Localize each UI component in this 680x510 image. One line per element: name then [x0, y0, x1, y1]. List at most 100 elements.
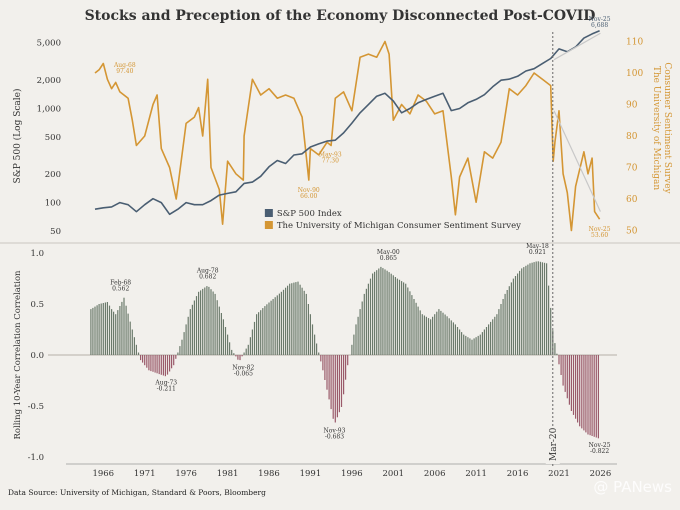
right-axis-tick-label: 60: [626, 195, 638, 205]
correlation-bar: [185, 324, 187, 355]
correlation-bar: [419, 310, 421, 355]
correlation-bar: [521, 268, 523, 355]
left-axis-tick-label: 5,000: [37, 39, 61, 49]
covid-marker-label-bg: [545, 426, 560, 464]
top-annotation-value: 6,688: [591, 22, 608, 29]
correlation-bar: [475, 337, 477, 355]
correlation-bar: [568, 355, 570, 405]
correlation-bar: [595, 355, 597, 438]
correlation-bar: [276, 295, 278, 355]
correlation-bar: [564, 355, 566, 392]
correlation-bar: [278, 293, 280, 355]
top-annotation-value: 66.00: [300, 193, 317, 200]
correlation-bar: [537, 261, 539, 355]
bottom-annotation-value: 0.921: [529, 249, 546, 256]
correlation-bar: [367, 283, 369, 355]
correlation-bar: [90, 309, 92, 355]
correlation-bar: [496, 314, 498, 355]
correlation-bar: [171, 355, 173, 369]
correlation-bar: [117, 310, 119, 355]
correlation-bar: [96, 305, 98, 355]
correlation-bar: [463, 334, 465, 355]
correlation-bar: [245, 348, 247, 355]
correlation-bar: [392, 275, 394, 355]
correlation-bar: [158, 355, 160, 375]
correlation-bar: [423, 315, 425, 355]
correlation-bar: [179, 346, 181, 355]
left-axis-tick-label: 100: [45, 199, 61, 209]
correlation-bar: [415, 302, 417, 355]
correlation-bar: [517, 273, 519, 355]
x-tick-label: 2021: [548, 469, 570, 479]
correlation-bar: [390, 273, 392, 355]
x-tick-label: 2011: [465, 469, 487, 479]
correlation-bar: [268, 302, 270, 355]
correlation-bar: [556, 353, 558, 355]
correlation-bar: [330, 355, 332, 410]
correlation-bar: [256, 314, 258, 355]
correlation-bar: [523, 267, 525, 355]
right-axis-tick-label: 70: [626, 164, 638, 174]
correlation-bar: [396, 278, 398, 355]
correlation-bar: [589, 355, 591, 436]
correlation-bar: [295, 282, 297, 355]
correlation-bar: [374, 271, 376, 355]
bottom-annotation-value: 0.562: [112, 286, 129, 293]
left-axis-tick-label: 50: [50, 227, 61, 237]
correlation-bar: [405, 283, 407, 355]
correlation-bar: [386, 270, 388, 355]
correlation-bar: [140, 355, 142, 361]
correlation-bar: [369, 278, 372, 355]
correlation-bar: [512, 278, 514, 355]
correlation-bar: [123, 297, 125, 355]
right-axis-tick-label: 110: [626, 37, 643, 47]
correlation-bar: [467, 337, 469, 355]
correlation-bar: [587, 355, 589, 435]
correlation-bar: [345, 355, 347, 380]
correlation-bar: [336, 355, 338, 418]
correlation-bar: [471, 339, 473, 355]
correlation-bar: [212, 291, 214, 355]
bottom-annotation-date: Feb-68: [110, 280, 131, 287]
bottom-annotation-date: Aug-78: [196, 268, 219, 275]
correlation-bar: [229, 342, 231, 355]
x-tick-label: 2016: [507, 469, 529, 479]
correlation-bar: [193, 300, 195, 355]
correlation-bar: [485, 327, 488, 355]
correlation-bar: [146, 355, 148, 368]
correlation-bar: [264, 306, 266, 355]
correlation-bar: [527, 264, 529, 355]
correlation-bar: [454, 324, 456, 355]
correlation-bar: [285, 287, 287, 355]
data-source-note: Data Source: University of Michigan, Sta…: [8, 488, 266, 497]
x-tick-label: 1986: [258, 469, 280, 479]
x-tick-label: 1971: [134, 469, 156, 479]
top-annotation-date: Nov-90: [298, 187, 320, 194]
bottom-y-tick-label: 0.0: [30, 351, 44, 361]
correlation-bar: [365, 288, 367, 355]
bottom-annotation-date: May-18: [526, 243, 549, 250]
correlation-bar: [150, 355, 152, 372]
watermark: @ PANews: [593, 478, 672, 496]
correlation-bar: [282, 289, 285, 355]
correlation-bar: [235, 355, 237, 357]
correlation-bar: [562, 355, 564, 386]
correlation-bar: [436, 311, 438, 355]
correlation-bar: [498, 309, 500, 355]
correlation-bar: [272, 299, 274, 355]
correlation-bar: [583, 355, 585, 431]
correlation-bar: [403, 282, 405, 355]
correlation-bar: [514, 276, 517, 355]
correlation-bar: [177, 352, 179, 355]
bottom-annotation-date: Aug-73: [154, 380, 177, 387]
correlation-bar: [262, 308, 264, 355]
correlation-bar: [490, 321, 492, 355]
correlation-bar: [434, 314, 436, 355]
correlation-bar: [531, 262, 533, 355]
correlation-bar: [473, 338, 475, 355]
correlation-bar: [548, 285, 550, 355]
correlation-bar: [162, 355, 164, 376]
correlation-bar: [243, 352, 245, 355]
correlation-bar: [376, 270, 378, 355]
bottom-annotation-value: -0.065: [234, 371, 253, 378]
